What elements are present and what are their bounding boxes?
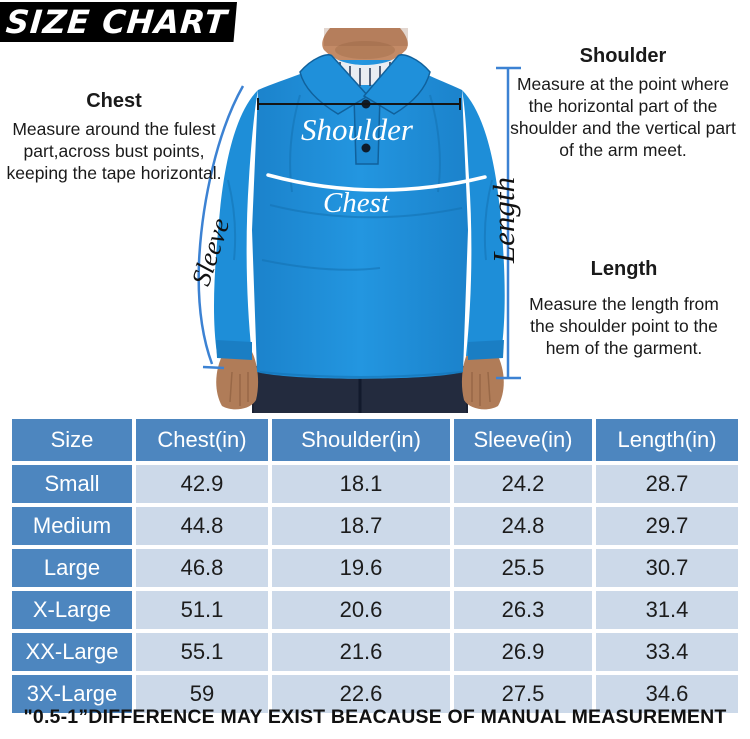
header-length: Length(in) (596, 419, 738, 461)
value-cell: 46.8 (136, 549, 268, 587)
value-cell: 29.7 (596, 507, 738, 545)
value-cell: 19.6 (272, 549, 450, 587)
length-instruction-line: hem of the garment. (545, 338, 703, 358)
value-cell: 59 (136, 675, 268, 713)
value-cell: 18.7 (272, 507, 450, 545)
shoulder-instruction-line: the horizontal part of the (528, 96, 718, 116)
shoulder-instruction-line: of the arm meet. (559, 140, 687, 160)
length-instruction: Length Measure the length from the shoul… (502, 258, 746, 359)
value-cell: 26.9 (454, 633, 592, 671)
placket-button (361, 143, 371, 153)
shoulder-instruction: Shoulder Measure at the point where the … (498, 45, 748, 161)
table-row: X-Large 51.1 20.6 26.3 31.4 (12, 591, 738, 629)
value-cell: 27.5 (454, 675, 592, 713)
value-cell: 26.3 (454, 591, 592, 629)
length-measure-line (496, 66, 521, 380)
table-row: Large 46.8 19.6 25.5 30.7 (12, 549, 738, 587)
length-instruction-line: the shoulder point to the (530, 316, 718, 336)
shirt-chest-label: Chest (322, 187, 390, 219)
measurement-disclaimer: "0.5-1”DIFFERENCE MAY EXIST BEACAUSE OF … (23, 706, 727, 728)
size-cell: 3X-Large (12, 675, 132, 713)
sleeve-measure-line (197, 85, 245, 370)
value-cell: 18.1 (272, 465, 450, 503)
value-cell: 44.8 (136, 507, 268, 545)
table-row: XX-Large 55.1 21.6 26.9 33.4 (12, 633, 738, 671)
table-row: Small 42.9 18.1 24.2 28.7 (12, 465, 738, 503)
hands (216, 352, 504, 410)
size-table: Size Chest(in) Shoulder(in) Sleeve(in) L… (8, 415, 742, 717)
length-instruction-line: Measure the length from (529, 294, 719, 314)
size-cell: X-Large (12, 591, 132, 629)
table-row: Medium 44.8 18.7 24.8 29.7 (12, 507, 738, 545)
header-chest: Chest(in) (136, 419, 268, 461)
value-cell: 20.6 (272, 591, 450, 629)
size-cell: Small (12, 465, 132, 503)
size-cell: XX-Large (12, 633, 132, 671)
value-cell: 24.2 (454, 465, 592, 503)
chest-instruction-line: part,across bust points, (23, 141, 205, 161)
value-cell: 22.6 (272, 675, 450, 713)
table-row: 3X-Large 59 22.6 27.5 34.6 (12, 675, 738, 713)
size-cell: Medium (12, 507, 132, 545)
header-sleeve: Sleeve(in) (454, 419, 592, 461)
shoulder-instruction-heading: Shoulder (579, 45, 667, 67)
value-cell: 33.4 (596, 633, 738, 671)
polo-shirt (213, 54, 505, 379)
value-cell: 25.5 (454, 549, 592, 587)
shirt-shoulder-label: Shoulder (301, 112, 413, 147)
shoulder-measure-line (257, 98, 461, 110)
value-cell: 55.1 (136, 633, 268, 671)
chest-instruction-line: Measure around the fulest (12, 119, 216, 139)
length-instruction-heading: Length (590, 258, 658, 280)
value-cell: 21.6 (272, 633, 450, 671)
chest-instruction-heading: Chest (86, 90, 142, 112)
size-cell: Large (12, 549, 132, 587)
chest-instruction: Chest Measure around the fulest part,acr… (0, 90, 228, 184)
chest-measure-arc (266, 173, 487, 192)
shirt-length-label: Length (486, 176, 521, 264)
value-cell: 24.8 (454, 507, 592, 545)
header-size: Size (12, 419, 132, 461)
value-cell: 51.1 (136, 591, 268, 629)
value-cell: 34.6 (596, 675, 738, 713)
chest-instruction-line: keeping the tape horizontal. (6, 163, 222, 183)
value-cell: 30.7 (596, 549, 738, 587)
value-cell: 42.9 (136, 465, 268, 503)
value-cell: 31.4 (596, 591, 738, 629)
value-cell: 28.7 (596, 465, 738, 503)
header-shoulder: Shoulder(in) (272, 419, 450, 461)
shoulder-instruction-line: shoulder and the vertical part (510, 118, 736, 138)
shoulder-instruction-line: Measure at the point where (516, 74, 730, 94)
table-header-row: Size Chest(in) Shoulder(in) Sleeve(in) L… (12, 419, 738, 461)
model-photo (197, 28, 521, 413)
